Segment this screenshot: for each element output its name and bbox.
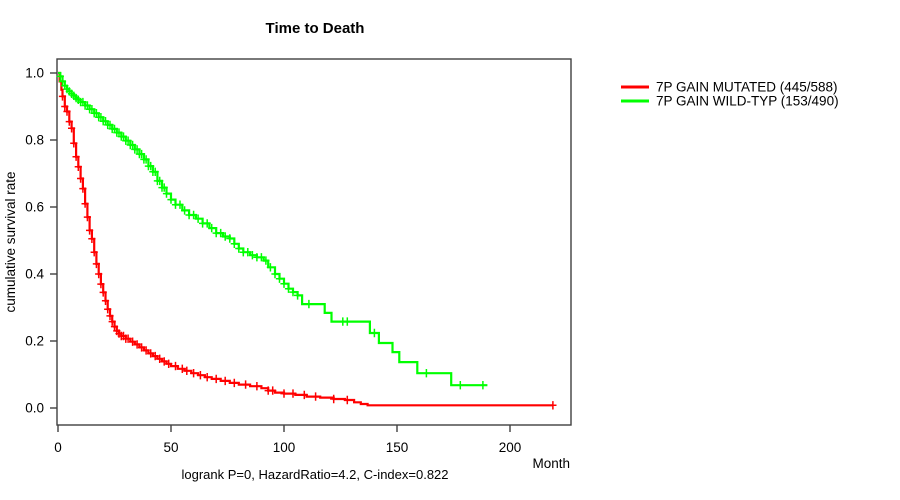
x-tick-label: 150 [386,440,409,455]
legend: 7P GAIN MUTATED (445/588) 7P GAIN WILD-T… [621,80,839,109]
censor-marks-mutated [58,92,557,410]
y-tick-label: 0.0 [25,401,44,416]
x-tick-label: 200 [499,440,522,455]
x-axis-label: Month [532,456,570,471]
censor-marks-wildtype [56,72,487,390]
stats-annotation: logrank P=0, HazardRatio=4.2, C-index=0.… [181,467,448,482]
y-tick-label: 0.6 [25,200,44,215]
legend-label-mutated: 7P GAIN MUTATED (445/588) [656,80,838,95]
plot-frame [56,58,572,426]
y-tick-label: 0.4 [25,267,44,282]
y-axis-label: cumulative survival rate [3,171,18,312]
legend-label-wildtype: 7P GAIN WILD-TYP (153/490) [656,94,839,109]
x-tick-label: 0 [54,440,62,455]
legend-item-mutated: 7P GAIN MUTATED (445/588) [621,80,838,95]
legend-item-wildtype: 7P GAIN WILD-TYP (153/490) [621,94,839,109]
x-tick-label: 100 [273,440,296,455]
survival-curves [56,71,557,410]
y-tick-label: 0.2 [25,334,44,349]
x-tick-label: 50 [163,440,178,455]
chart-title: Time to Death [266,20,365,37]
y-tick-label: 0.8 [25,133,44,148]
y-tick-label: 1.0 [25,66,44,81]
axes: 0 50 100 150 200 0.0 0.2 0.4 0.6 0.8 1.0 [25,66,521,456]
km-curve-mutated [58,71,553,407]
